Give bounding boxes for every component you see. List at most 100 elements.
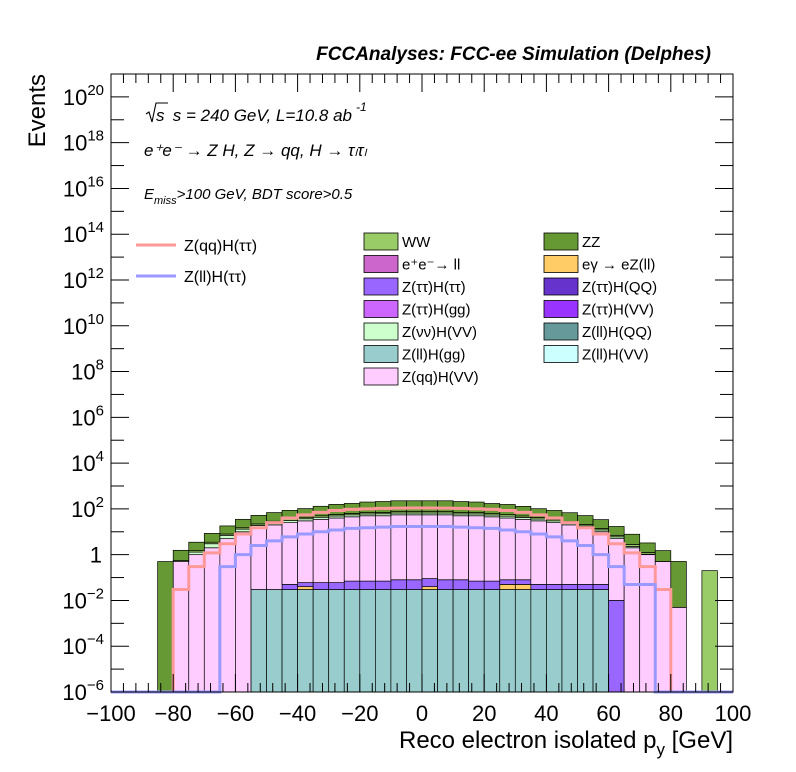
x-axis-ticks: −100 −80 −60 −40 −20 0 20 40 60 80 100 [86, 74, 751, 726]
bar-z-h- [468, 580, 485, 590]
bar-z-h- [390, 579, 407, 590]
bar-z-ll-h-gg- [343, 589, 361, 693]
bar-zz [654, 550, 672, 562]
legend-swatch [543, 345, 579, 363]
bar-zz [406, 500, 423, 512]
y-tick-label: 1014 [63, 219, 104, 247]
legend-signal-label: Z(ll)H(ττ) [184, 269, 246, 286]
bar-z-h- [514, 579, 532, 585]
legend-label: Z(ττ)H(VV) [582, 302, 654, 319]
bar-zz [235, 518, 252, 529]
bar-zz [577, 515, 594, 525]
y-axis-ticks: 10−6 10−4 10−2 1 102 104 106 108 1010 1012 1014 101… [62, 73, 733, 705]
bar-z-ll-h-gg- [390, 589, 407, 693]
bar-z-qq-h-vv- [561, 524, 578, 585]
bar-z-ll-h-gg- [546, 589, 563, 693]
legend-label: Z(qq)H(VV) [402, 369, 479, 386]
bar-z-h- [546, 584, 563, 590]
svg-text:s = 240 GeV, L=10.8 ab-1: s = 240 GeV, L=10.8 ab -1 [168, 100, 367, 125]
bar-z-ll-h-gg- [452, 589, 470, 693]
x-tick-label: 60 [596, 701, 620, 726]
bar-z-ll-h-gg- [483, 589, 501, 693]
bar-z-h-vv- [203, 543, 221, 549]
bar-z-ll-h-gg- [281, 589, 298, 693]
x-tick-label: 20 [472, 701, 496, 726]
line-z-qq-h- [111, 506, 733, 694]
bar-zz [172, 549, 190, 561]
svg-text:s: s [156, 106, 165, 125]
legend-swatch [363, 255, 399, 273]
bar-z-ll-h-gg- [561, 589, 578, 693]
bar-z-qq-h-vv- [483, 516, 501, 582]
bar-z-ll-h-gg- [297, 589, 314, 693]
bar-z-h- [577, 584, 594, 590]
y-tick-label: 106 [71, 402, 104, 430]
bar-z-qq-h-vv- [250, 527, 267, 590]
bar-z-h- [499, 579, 516, 585]
legend-label: Z(ττ)H(gg) [402, 302, 471, 319]
bar-z-h- [312, 582, 330, 590]
legend-label: WW [402, 234, 431, 251]
histogram-bars [157, 500, 718, 693]
bar-zz [623, 533, 641, 545]
legend-swatch [543, 255, 579, 273]
bar-z-qq-h-vv- [297, 520, 314, 583]
bar-z-qq-h-vv- [623, 547, 641, 693]
y-tick-label: 1010 [63, 311, 104, 339]
legend-label: e⁺e⁻→ ll [402, 257, 460, 274]
bar-e-ez-ll- [499, 584, 516, 590]
bar-z-qq-h-vv- [328, 517, 345, 583]
bar-z-qq-h-vv- [468, 515, 485, 582]
bar-z-qq-h-vv- [219, 538, 236, 693]
legend-label: Z(ll)H(QQ) [582, 324, 652, 341]
legend-label: ZZ [582, 234, 600, 251]
bar-z-h- [608, 600, 625, 693]
bar-z-ll-h-gg- [406, 589, 423, 693]
bar-z-qq-h-vv- [188, 554, 205, 693]
legend-swatch [543, 277, 579, 296]
bar-z-ll-h-gg- [375, 589, 392, 693]
bar-zz [203, 533, 221, 543]
bar-z-h- [421, 578, 438, 588]
bar-z-qq-h-vv- [406, 514, 423, 581]
y-tick-label: 1 [90, 543, 102, 568]
bar-z-qq-h-vv- [639, 554, 656, 693]
legend-label: Z(ll)H(gg) [402, 347, 465, 364]
bar-z-h- [530, 584, 547, 590]
bar-z-qq-h-vv- [654, 561, 672, 693]
bar-z-qq-h-vv- [390, 514, 407, 581]
legend-label: Z(ll)H(VV) [582, 347, 649, 364]
bar-z-ll-h-gg- [437, 589, 454, 693]
y-tick-label: 10−4 [62, 631, 104, 659]
x-tick-label: 100 [715, 701, 752, 726]
bar-z-h-vv- [219, 534, 236, 540]
legend-swatch [543, 232, 579, 251]
bar-z-ll-h-gg- [468, 589, 485, 693]
bar-zz [219, 525, 236, 535]
line-z-ll-h- [111, 525, 733, 694]
y-tick-label: 1016 [63, 173, 104, 201]
bar-zz [608, 526, 625, 536]
bar-z-qq-h-vv- [375, 515, 392, 582]
annotation-process: e⁺e⁻ → Z H, Z → qq, H → τₗτₗ [144, 141, 368, 160]
x-tick-label: −100 [86, 701, 136, 726]
bar-z-h- [359, 580, 376, 590]
bar-z-h-vv- [235, 528, 252, 533]
y-axis-label: Events [24, 74, 51, 147]
bar-z-qq-h-vv- [608, 538, 625, 601]
bar-zz [437, 500, 454, 512]
bar-z-ll-h-gg- [514, 589, 532, 693]
bar-zz [561, 512, 578, 522]
bar-z-h- [406, 579, 423, 590]
bar-z-qq-h-vv- [577, 527, 594, 585]
legend-backgrounds: WW ZZ e⁺e⁻→ ll eγ → eZ(ll) Z(ττ)H(ττ) Z(ττ)H(… [363, 232, 657, 386]
x-tick-label: 80 [659, 701, 683, 726]
bar-z-ll-h-gg- [312, 589, 330, 693]
y-tick-label: 10−6 [62, 677, 104, 705]
bar-z-qq-h-vv- [530, 520, 547, 585]
bar-z-ll-h-gg- [577, 589, 594, 693]
x-tick-label: 0 [416, 701, 428, 726]
legend-swatch [363, 345, 399, 363]
legend-label: Z(ττ)H(ττ) [402, 279, 466, 296]
